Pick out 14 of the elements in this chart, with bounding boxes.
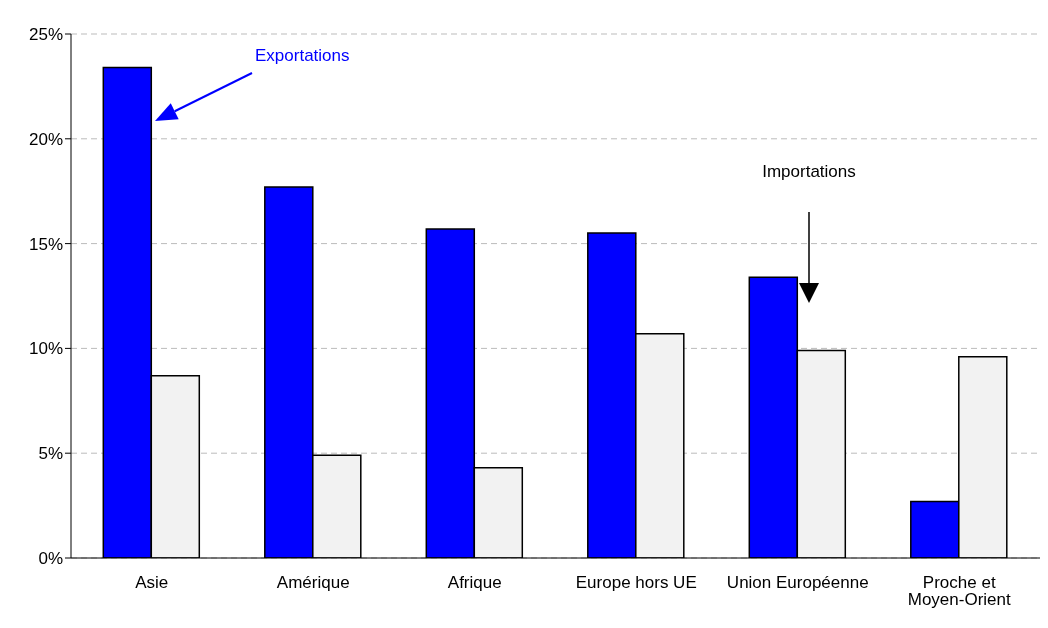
- y-tick-label: 20%: [28, 129, 63, 149]
- y-tick-label: 0%: [38, 549, 63, 569]
- y-tick-label: 15%: [28, 234, 63, 254]
- x-tick-label: Europe hors UE: [575, 573, 697, 593]
- y-tick-label: 5%: [38, 444, 63, 464]
- x-tick-label: Proche et Moyen-Orient: [907, 573, 1012, 610]
- y-tick-label: 10%: [28, 339, 63, 359]
- x-tick-label: Afrique: [447, 573, 502, 593]
- annotation: Exportations: [255, 46, 350, 65]
- annotation: Importations: [762, 162, 856, 181]
- x-tick-label: Asie: [135, 573, 169, 593]
- x-tick-label: Union Européenne: [726, 573, 869, 593]
- x-tick-label: Amérique: [276, 573, 350, 593]
- y-tick-label: 25%: [28, 25, 63, 45]
